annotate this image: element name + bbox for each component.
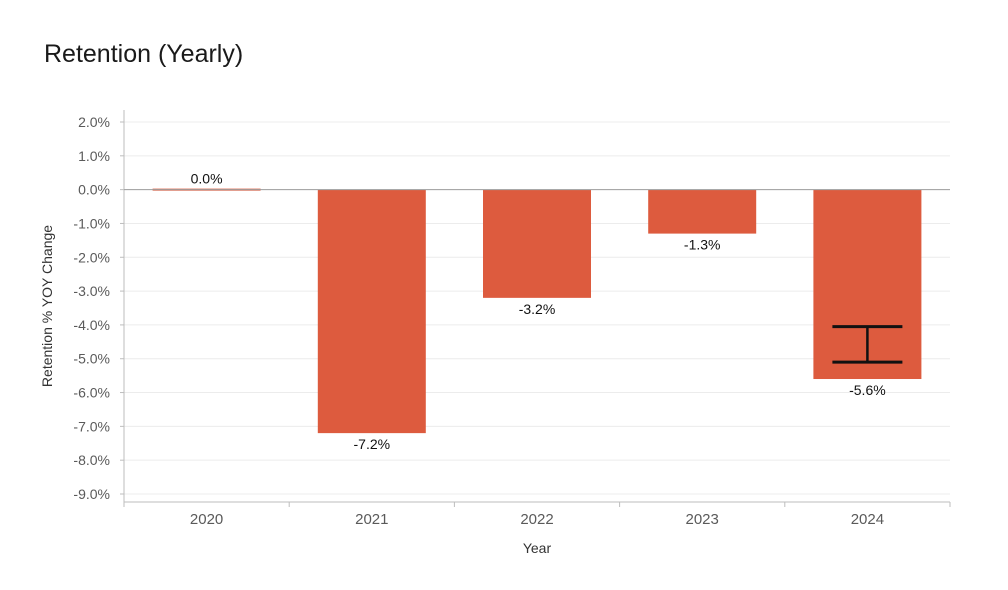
x-tick-label: 2020 xyxy=(190,511,223,528)
y-tick-label: -8.0% xyxy=(73,452,110,468)
x-tick-label: 2022 xyxy=(520,511,553,528)
y-tick-label: -3.0% xyxy=(73,283,110,299)
data-labels: 0.0% -7.2% -3.2% -1.3% -5.6% xyxy=(191,171,886,452)
bars xyxy=(152,188,922,434)
y-tick-label: -7.0% xyxy=(73,418,110,434)
y-axis-ticks: 2.0% 1.0% 0.0% -1.0% -2.0% -3.0% -4.0% -5.0% -6.… xyxy=(73,114,124,502)
bar-2022 xyxy=(483,189,591,298)
bar-2021 xyxy=(317,189,426,434)
y-tick-label: 2.0% xyxy=(78,114,110,130)
bar-2023 xyxy=(648,189,757,234)
chart-title: Retention (Yearly) xyxy=(44,40,244,68)
data-label-2024: -5.6% xyxy=(849,382,886,398)
data-label-2021: -7.2% xyxy=(354,436,391,452)
x-tick-label: 2021 xyxy=(355,511,388,528)
y-tick-label: -6.0% xyxy=(73,385,110,401)
data-label-2023: -1.3% xyxy=(684,237,721,253)
y-tick-label: 0.0% xyxy=(78,182,110,198)
x-axis-label: Year xyxy=(523,540,552,556)
data-label-2020: 0.0% xyxy=(191,171,223,187)
x-tick-label: 2023 xyxy=(686,511,719,528)
y-tick-label: 1.0% xyxy=(78,148,110,164)
y-axis-label: Retention % YOY Change xyxy=(39,225,55,387)
x-tick-label: 2024 xyxy=(851,511,884,528)
y-tick-label: -4.0% xyxy=(73,317,110,333)
y-tick-label: -1.0% xyxy=(73,215,110,231)
axes xyxy=(123,110,950,503)
y-tick-label: -2.0% xyxy=(73,249,110,265)
error-bar xyxy=(832,325,903,364)
data-label-2022: -3.2% xyxy=(519,301,556,317)
y-tick-label: -9.0% xyxy=(73,486,110,502)
y-tick-label: -5.0% xyxy=(73,351,110,367)
x-axis-ticks: 2020 2021 2022 2023 2024 xyxy=(123,502,951,528)
